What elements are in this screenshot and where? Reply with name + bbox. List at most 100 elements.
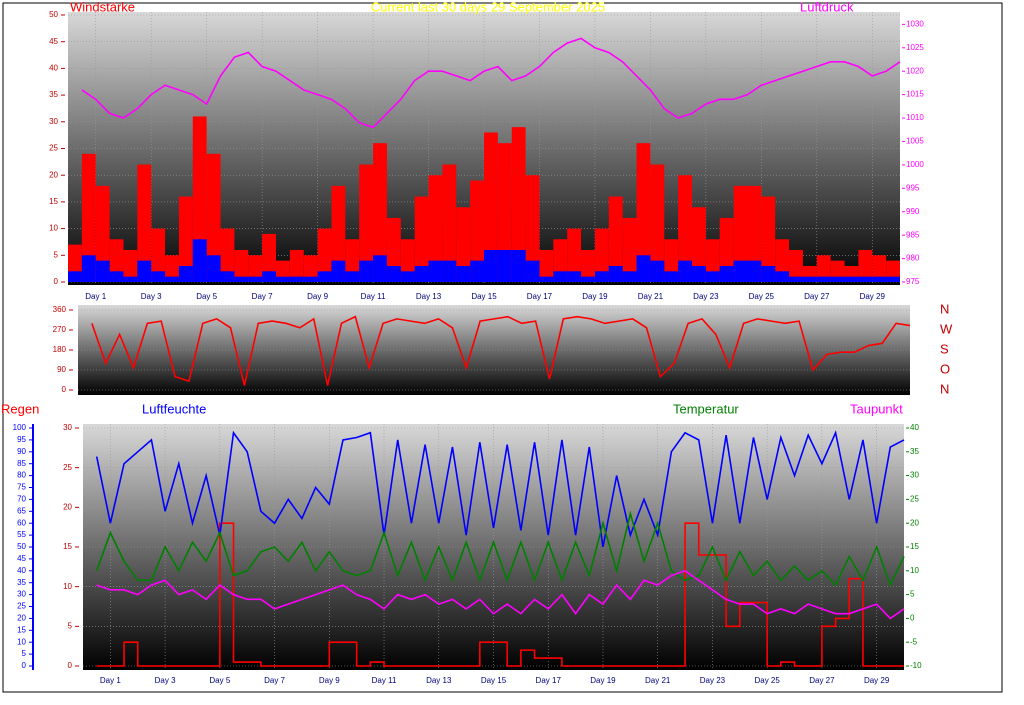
bar bbox=[553, 271, 568, 282]
bar bbox=[692, 207, 706, 282]
bar bbox=[414, 265, 429, 282]
y2-tick-label: -5 bbox=[910, 637, 918, 646]
bar bbox=[151, 228, 166, 282]
bar bbox=[109, 271, 124, 282]
bar bbox=[594, 228, 609, 282]
bar bbox=[872, 276, 887, 282]
bar bbox=[289, 249, 304, 282]
y2-tick-label: W bbox=[940, 321, 953, 336]
bar bbox=[664, 271, 679, 282]
y-tick-label: 0 bbox=[54, 277, 59, 286]
bar bbox=[678, 260, 692, 282]
y-tick-label: 20 bbox=[63, 502, 72, 511]
bar bbox=[317, 271, 332, 282]
bar bbox=[802, 276, 817, 282]
bar bbox=[137, 164, 152, 282]
y-tick-label: 25 bbox=[63, 463, 72, 472]
y2-tick-label: 20 bbox=[910, 518, 919, 527]
y-tick-label: 90 bbox=[57, 365, 66, 374]
bar bbox=[123, 276, 138, 282]
y-tick-label: 15 bbox=[49, 197, 58, 206]
y-tick-label: 10 bbox=[49, 224, 58, 233]
y-tick-label: 20 bbox=[49, 170, 58, 179]
bar bbox=[262, 233, 276, 282]
series-line bbox=[95, 430, 905, 548]
bar bbox=[359, 164, 374, 282]
y-tick-label: 5 bbox=[68, 621, 73, 630]
bar bbox=[276, 276, 290, 282]
y3-tick-label: 10 bbox=[17, 637, 26, 646]
bar bbox=[359, 260, 374, 282]
bar bbox=[165, 255, 179, 282]
bar bbox=[816, 276, 831, 282]
bar bbox=[872, 255, 887, 282]
bar bbox=[262, 271, 276, 282]
bar bbox=[248, 255, 263, 282]
y2-tick-label: 995 bbox=[906, 183, 920, 192]
x-tick-label: Day 13 bbox=[416, 292, 442, 301]
y-tick-label: 5 bbox=[54, 250, 59, 259]
bar bbox=[858, 249, 873, 282]
bar bbox=[192, 239, 207, 282]
x-tick-label: Day 1 bbox=[100, 676, 121, 685]
x-tick-label: Day 15 bbox=[471, 292, 497, 301]
y2-tick-label: O bbox=[940, 361, 950, 376]
y3-tick-label: 55 bbox=[17, 530, 26, 539]
bar bbox=[608, 196, 623, 282]
x-tick-label: Day 23 bbox=[700, 676, 726, 685]
bar bbox=[622, 217, 637, 282]
bar bbox=[470, 180, 484, 282]
x-tick-label: Day 19 bbox=[590, 676, 616, 685]
bar bbox=[442, 164, 457, 282]
bar bbox=[484, 249, 498, 282]
bar bbox=[636, 143, 651, 282]
y3-tick-label: 20 bbox=[17, 614, 26, 623]
y2-tick-label: 5 bbox=[910, 590, 915, 599]
bar bbox=[761, 196, 776, 282]
bar bbox=[470, 260, 484, 282]
bar bbox=[373, 255, 387, 282]
x-tick-label: Day 3 bbox=[141, 292, 162, 301]
bar bbox=[525, 175, 540, 282]
x-tick-label: Day 7 bbox=[264, 676, 285, 685]
bar bbox=[248, 276, 263, 282]
chart-title: Current last 30 days 29 September 2025 bbox=[371, 0, 605, 14]
bar bbox=[95, 260, 110, 282]
bar bbox=[206, 255, 221, 282]
frame bbox=[2, 2, 1003, 693]
bar bbox=[400, 271, 415, 282]
x-tick-label: Day 11 bbox=[361, 292, 386, 301]
bar bbox=[165, 276, 179, 282]
bar bbox=[636, 255, 651, 282]
x-tick-label: Day 23 bbox=[693, 292, 719, 301]
y-tick-label: 0 bbox=[68, 661, 73, 670]
y-tick-label: 45 bbox=[49, 37, 58, 46]
y3-tick-label: 50 bbox=[17, 542, 26, 551]
bar bbox=[428, 175, 443, 282]
series-line bbox=[96, 569, 905, 620]
y2-tick-label: 985 bbox=[906, 230, 920, 239]
bar bbox=[442, 260, 457, 282]
y-tick-label: 0 bbox=[62, 385, 67, 394]
bar bbox=[789, 276, 803, 282]
y3-tick-label: 35 bbox=[17, 578, 26, 587]
y2-tick-label: 1015 bbox=[906, 90, 924, 99]
y2-tick-label: N bbox=[940, 381, 949, 396]
bar bbox=[373, 143, 387, 282]
bar bbox=[151, 271, 166, 282]
y3-tick-label: 85 bbox=[17, 459, 26, 468]
series-line bbox=[96, 522, 904, 667]
bar bbox=[886, 276, 900, 282]
bar bbox=[428, 260, 443, 282]
bar bbox=[206, 153, 221, 282]
bar bbox=[678, 175, 692, 282]
y3-tick-label: 65 bbox=[17, 506, 26, 515]
x-tick-label: Day 5 bbox=[196, 292, 217, 301]
y-tick-label: 50 bbox=[49, 10, 58, 19]
bar bbox=[178, 196, 193, 282]
x-tick-label: Day 27 bbox=[804, 292, 830, 301]
y3-tick-label: 5 bbox=[22, 649, 27, 658]
y3-tick-label: 60 bbox=[17, 518, 26, 527]
series-line bbox=[95, 510, 905, 588]
